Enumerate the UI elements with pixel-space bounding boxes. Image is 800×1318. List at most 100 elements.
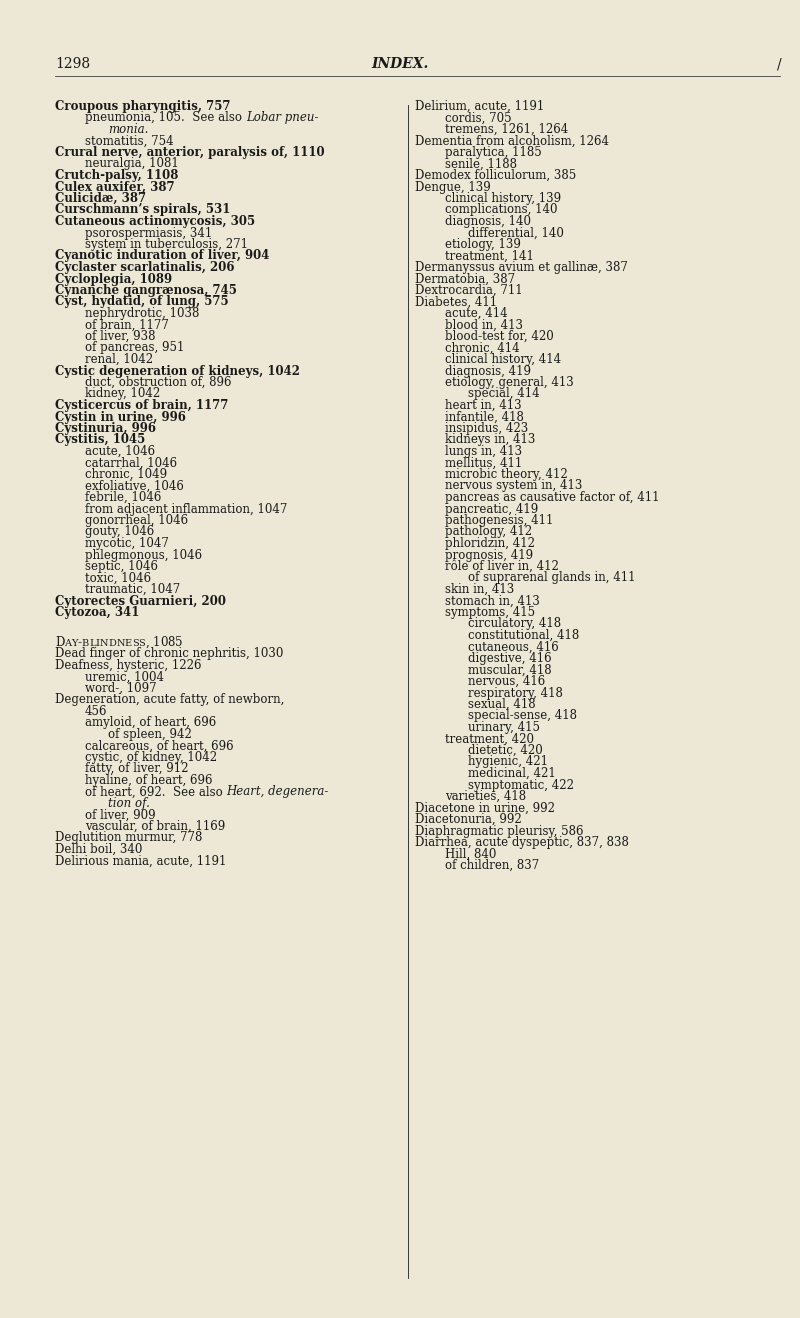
Text: Cystitis, 1045: Cystitis, 1045 xyxy=(55,434,146,447)
Text: Delirious mania, acute, 1191: Delirious mania, acute, 1191 xyxy=(55,854,226,867)
Text: 8: 8 xyxy=(168,635,175,648)
Text: diagnosis, 140: diagnosis, 140 xyxy=(445,215,531,228)
Text: phlegmonous, 1046: phlegmonous, 1046 xyxy=(85,548,202,561)
Text: Heart, degenera-: Heart, degenera- xyxy=(226,786,329,799)
Text: medicinal, 421: medicinal, 421 xyxy=(468,767,556,780)
Text: Diacetone in urine, 992: Diacetone in urine, 992 xyxy=(415,801,555,815)
Text: Dead finger of chronic nephritis, 1030: Dead finger of chronic nephritis, 1030 xyxy=(55,647,283,660)
Text: febrile, 1046: febrile, 1046 xyxy=(85,492,162,503)
Text: hyaline, of heart, 696: hyaline, of heart, 696 xyxy=(85,774,213,787)
Text: infantile, 418: infantile, 418 xyxy=(445,410,524,423)
Text: Cyst, hydatid, of lung, 575: Cyst, hydatid, of lung, 575 xyxy=(55,295,229,308)
Text: psorospermiasis, 341: psorospermiasis, 341 xyxy=(85,227,212,240)
Text: pancreatic, 419: pancreatic, 419 xyxy=(445,502,538,515)
Text: symptoms, 415: symptoms, 415 xyxy=(445,606,535,619)
Text: B: B xyxy=(82,639,89,648)
Text: D: D xyxy=(108,639,116,648)
Text: Cytorectes Guarnieri, 200: Cytorectes Guarnieri, 200 xyxy=(55,594,226,608)
Text: Dermatobia, 387: Dermatobia, 387 xyxy=(415,273,515,286)
Text: tion of.: tion of. xyxy=(108,797,150,809)
Text: Croupous pharyngitis, 757: Croupous pharyngitis, 757 xyxy=(55,100,230,113)
Text: special, 414: special, 414 xyxy=(468,387,540,401)
Text: L: L xyxy=(89,639,96,648)
Text: 1298: 1298 xyxy=(55,57,90,71)
Text: INDEX.: INDEX. xyxy=(371,57,429,71)
Text: Diacetonuria, 992: Diacetonuria, 992 xyxy=(415,813,522,826)
Text: Deglutition murmur, 778: Deglutition murmur, 778 xyxy=(55,832,202,845)
Text: Crural nerve, anterior, paralysis of, 1110: Crural nerve, anterior, paralysis of, 11… xyxy=(55,146,325,159)
Text: Degeneration, acute fatty, of newborn,: Degeneration, acute fatty, of newborn, xyxy=(55,693,284,706)
Text: insipidus, 423: insipidus, 423 xyxy=(445,422,528,435)
Text: acute, 1046: acute, 1046 xyxy=(85,445,155,457)
Text: of suprarenal glands in, 411: of suprarenal glands in, 411 xyxy=(468,572,635,584)
Text: word-, 1097: word-, 1097 xyxy=(85,681,157,695)
Text: monia.: monia. xyxy=(108,123,148,136)
Text: 0: 0 xyxy=(160,635,168,648)
Text: 456: 456 xyxy=(85,705,107,718)
Text: pathogenesis, 411: pathogenesis, 411 xyxy=(445,514,554,527)
Text: amyloid, of heart, 696: amyloid, of heart, 696 xyxy=(85,717,216,729)
Text: gouty, 1046: gouty, 1046 xyxy=(85,526,154,539)
Text: Diaphragmatic pleurisy, 586: Diaphragmatic pleurisy, 586 xyxy=(415,825,583,837)
Text: of liver, 909: of liver, 909 xyxy=(85,808,156,821)
Text: S: S xyxy=(132,639,138,648)
Text: treatment, 141: treatment, 141 xyxy=(445,249,534,262)
Text: Culicidæ, 387: Culicidæ, 387 xyxy=(55,192,146,206)
Text: pneumonia, 105.  See also: pneumonia, 105. See also xyxy=(85,112,246,124)
Text: Cyclaster scarlatinalis, 206: Cyclaster scarlatinalis, 206 xyxy=(55,261,234,274)
Text: fatty, of liver, 912: fatty, of liver, 912 xyxy=(85,762,189,775)
Text: clinical history, 139: clinical history, 139 xyxy=(445,192,561,206)
Text: A: A xyxy=(64,639,71,648)
Text: Delhi boil, 340: Delhi boil, 340 xyxy=(55,844,142,855)
Text: system in tuberculosis, 271: system in tuberculosis, 271 xyxy=(85,239,248,250)
Text: chronic, 414: chronic, 414 xyxy=(445,341,520,355)
Text: nephrydrotic, 1038: nephrydrotic, 1038 xyxy=(85,307,199,320)
Text: of brain, 1177: of brain, 1177 xyxy=(85,319,169,332)
Text: of heart, 692.  See also: of heart, 692. See also xyxy=(85,786,226,799)
Text: mellitus, 411: mellitus, 411 xyxy=(445,456,522,469)
Text: pancreas as causative factor of, 411: pancreas as causative factor of, 411 xyxy=(445,492,659,503)
Text: Hill, 840: Hill, 840 xyxy=(445,847,496,861)
Text: respiratory, 418: respiratory, 418 xyxy=(468,687,563,700)
Text: N: N xyxy=(116,639,125,648)
Text: sexual, 418: sexual, 418 xyxy=(468,699,536,710)
Text: gonorrheal, 1046: gonorrheal, 1046 xyxy=(85,514,188,527)
Text: uremic, 1004: uremic, 1004 xyxy=(85,671,164,684)
Text: Deafness, hysteric, 1226: Deafness, hysteric, 1226 xyxy=(55,659,202,672)
Text: Cystic degeneration of kidneys, 1042: Cystic degeneration of kidneys, 1042 xyxy=(55,365,300,377)
Text: Cystin in urine, 996: Cystin in urine, 996 xyxy=(55,410,186,423)
Text: heart in, 413: heart in, 413 xyxy=(445,399,522,413)
Text: nervous, 416: nervous, 416 xyxy=(468,675,546,688)
Text: Cutaneous actinomycosis, 305: Cutaneous actinomycosis, 305 xyxy=(55,215,255,228)
Text: Curschmann’s spirals, 531: Curschmann’s spirals, 531 xyxy=(55,203,230,216)
Text: blood in, 413: blood in, 413 xyxy=(445,319,523,332)
Text: calcareous, of heart, 696: calcareous, of heart, 696 xyxy=(85,739,234,753)
Text: clinical history, 414: clinical history, 414 xyxy=(445,353,561,366)
Text: muscular, 418: muscular, 418 xyxy=(468,663,552,676)
Text: renal, 1042: renal, 1042 xyxy=(85,353,153,366)
Text: hygienic, 421: hygienic, 421 xyxy=(468,755,548,768)
Text: acute, 414: acute, 414 xyxy=(445,307,508,320)
Text: rôle of liver in, 412: rôle of liver in, 412 xyxy=(445,560,559,573)
Text: ,: , xyxy=(146,635,149,648)
Text: nervous system in, 413: nervous system in, 413 xyxy=(445,480,582,493)
Text: cystic, of kidney, 1042: cystic, of kidney, 1042 xyxy=(85,751,217,764)
Text: Dermanyssus avium et gallinæ, 387: Dermanyssus avium et gallinæ, 387 xyxy=(415,261,628,274)
Text: urinary, 415: urinary, 415 xyxy=(468,721,540,734)
Text: paralytica, 1185: paralytica, 1185 xyxy=(445,146,542,159)
Text: Cycloplegia, 1089: Cycloplegia, 1089 xyxy=(55,273,172,286)
Text: septic, 1046: septic, 1046 xyxy=(85,560,158,573)
Text: Demodex folliculorum, 385: Demodex folliculorum, 385 xyxy=(415,169,576,182)
Text: vascular, of brain, 1169: vascular, of brain, 1169 xyxy=(85,820,226,833)
Text: N: N xyxy=(100,639,108,648)
Text: phloridzin, 412: phloridzin, 412 xyxy=(445,536,535,550)
Text: pathology, 412: pathology, 412 xyxy=(445,526,532,539)
Text: -: - xyxy=(78,635,82,648)
Text: from adjacent inflammation, 1047: from adjacent inflammation, 1047 xyxy=(85,502,287,515)
Text: catarrhal, 1046: catarrhal, 1046 xyxy=(85,456,177,469)
Text: Cytozoa, 341: Cytozoa, 341 xyxy=(55,606,139,619)
Text: toxic, 1046: toxic, 1046 xyxy=(85,572,151,584)
Text: Delirium, acute, 1191: Delirium, acute, 1191 xyxy=(415,100,544,113)
Text: lungs in, 413: lungs in, 413 xyxy=(445,445,522,457)
Text: special-sense, 418: special-sense, 418 xyxy=(468,709,577,722)
